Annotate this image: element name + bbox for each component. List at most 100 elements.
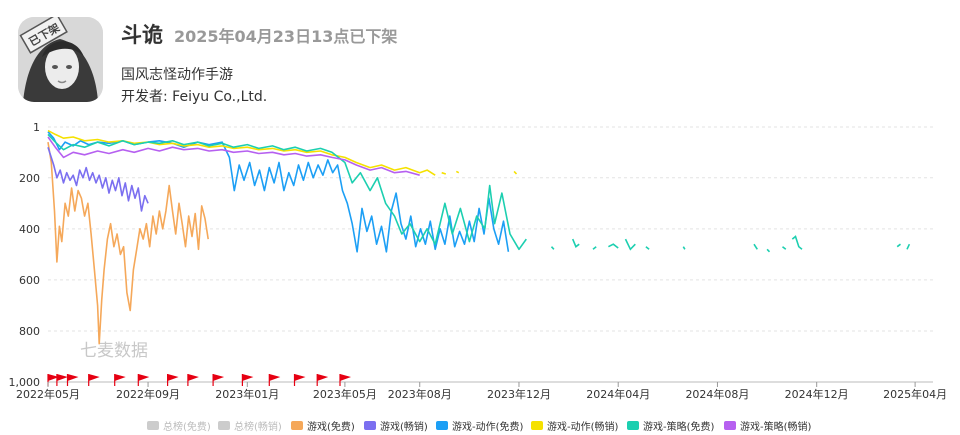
legend-swatch xyxy=(291,420,303,430)
event-flag xyxy=(339,374,351,386)
flag-cloth xyxy=(48,374,59,381)
x-tick-label: 2023年12月 xyxy=(487,387,551,401)
x-tick-label: 2023年01月 xyxy=(215,387,279,401)
legend-label: 总榜(免费) xyxy=(163,421,211,433)
flag-cloth xyxy=(187,374,199,381)
legend-label: 游戏-策略(免费) xyxy=(643,421,715,433)
series-line xyxy=(47,146,149,212)
series-lines xyxy=(47,129,527,345)
delisted-status: 2025年04月23日13点已下架 xyxy=(174,27,398,46)
y-tick-label: 1,000 xyxy=(9,376,41,389)
legend-item[interactable]: 游戏-策略(免费) xyxy=(627,417,714,433)
app-genre: 国风志怪动作手游 xyxy=(121,67,233,83)
watermark: 七麦数据 xyxy=(80,341,148,361)
legend-label: 游戏(免费) xyxy=(307,421,355,433)
app-title: 斗诡 xyxy=(121,23,163,47)
developer-name[interactable]: Feiyu Co.,Ltd. xyxy=(172,89,268,105)
event-flag xyxy=(66,374,79,386)
developer-line: 开发者: Feiyu Co.,Ltd. xyxy=(121,86,267,106)
series-segment xyxy=(550,246,555,250)
series-line xyxy=(47,141,209,345)
x-tick-label: 2022年05月 xyxy=(16,387,80,401)
series-segment xyxy=(906,243,911,250)
legend-item[interactable]: 总榜(畅销) xyxy=(218,417,282,433)
flag-cloth xyxy=(138,374,150,381)
series-segment xyxy=(455,170,460,174)
sparse-segments xyxy=(441,170,911,253)
app-icon-image: 已下架 xyxy=(18,17,103,102)
y-tick-label: 200 xyxy=(19,172,40,185)
event-flag xyxy=(114,374,126,386)
legend-label: 总榜(畅销) xyxy=(234,421,282,433)
legend-item[interactable]: 总榜(免费) xyxy=(147,417,211,433)
series-segment xyxy=(624,238,636,251)
flag-cloth xyxy=(114,374,126,381)
x-tick-label: 2024年08月 xyxy=(685,387,749,401)
y-tick-label: 800 xyxy=(19,325,40,338)
series-segment xyxy=(766,248,771,253)
series-line xyxy=(47,133,527,251)
x-tick-label: 2023年08月 xyxy=(388,387,452,401)
chart-legend: 总榜(免费) 总榜(畅销) 游戏(免费) 游戏(畅销) 游戏-动作(免费) 游戏-动作(畅… xyxy=(0,417,960,433)
legend-label: 游戏-动作(畅销) xyxy=(547,421,619,433)
event-flag xyxy=(316,374,329,386)
legend-item[interactable]: 游戏-动作(免费) xyxy=(436,417,523,433)
event-flag xyxy=(137,374,150,386)
flag-cloth xyxy=(213,374,225,381)
event-flag xyxy=(241,374,254,386)
legend-swatch xyxy=(531,420,543,430)
flag-cloth xyxy=(269,374,281,381)
event-flag xyxy=(187,374,199,386)
legend-label: 游戏(畅销) xyxy=(380,421,428,433)
legend-item[interactable]: 游戏-动作(畅销) xyxy=(531,417,618,433)
legend-item[interactable]: 游戏(畅销) xyxy=(364,417,428,433)
app-icon: 已下架 xyxy=(18,17,103,102)
x-tick-label: 2024年12月 xyxy=(785,387,849,401)
legend-label: 游戏-动作(免费) xyxy=(452,421,524,433)
x-tick-label: 2023年05月 xyxy=(313,387,377,401)
flag-cloth xyxy=(56,374,68,381)
developer-label: 开发者: xyxy=(121,89,168,105)
event-flags xyxy=(47,374,351,386)
series-segment xyxy=(645,246,650,250)
series-segment xyxy=(571,238,580,248)
event-flag xyxy=(212,374,225,386)
series-segment xyxy=(782,246,787,250)
flag-cloth xyxy=(340,374,351,381)
legend-swatch xyxy=(627,420,639,430)
y-tick-label: 600 xyxy=(19,274,40,287)
legend-swatch xyxy=(218,420,230,430)
grid-lines xyxy=(48,126,933,383)
series-segment xyxy=(753,243,758,250)
series-segment xyxy=(513,170,518,175)
legend-swatch xyxy=(364,420,376,430)
legend-item[interactable]: 游戏-策略(畅销) xyxy=(724,417,811,433)
flag-cloth xyxy=(317,374,329,381)
series-segment xyxy=(441,171,447,175)
y-tick-label: 1 xyxy=(33,121,40,134)
event-flag xyxy=(167,374,179,386)
legend-swatch xyxy=(724,420,736,430)
flag-cloth xyxy=(242,374,254,381)
legend-label: 游戏-策略(畅销) xyxy=(740,421,812,433)
legend-item[interactable]: 游戏(免费) xyxy=(291,417,355,433)
event-flag xyxy=(88,374,100,386)
series-segment xyxy=(896,243,901,248)
series-segment xyxy=(791,235,803,250)
flag-cloth xyxy=(67,374,79,381)
flag-cloth xyxy=(88,374,100,381)
flag-cloth xyxy=(294,374,306,381)
legend-swatch xyxy=(436,420,448,430)
series-segment xyxy=(592,246,597,250)
series-line xyxy=(47,129,436,176)
y-tick-label: 400 xyxy=(19,223,40,236)
series-segment xyxy=(608,243,619,249)
x-tick-label: 2022年09月 xyxy=(116,387,180,401)
series-line xyxy=(47,136,420,176)
x-tick-label: 2024年04月 xyxy=(586,387,650,401)
series-segment xyxy=(682,246,686,250)
event-flag xyxy=(56,374,68,386)
event-flag xyxy=(293,374,306,386)
